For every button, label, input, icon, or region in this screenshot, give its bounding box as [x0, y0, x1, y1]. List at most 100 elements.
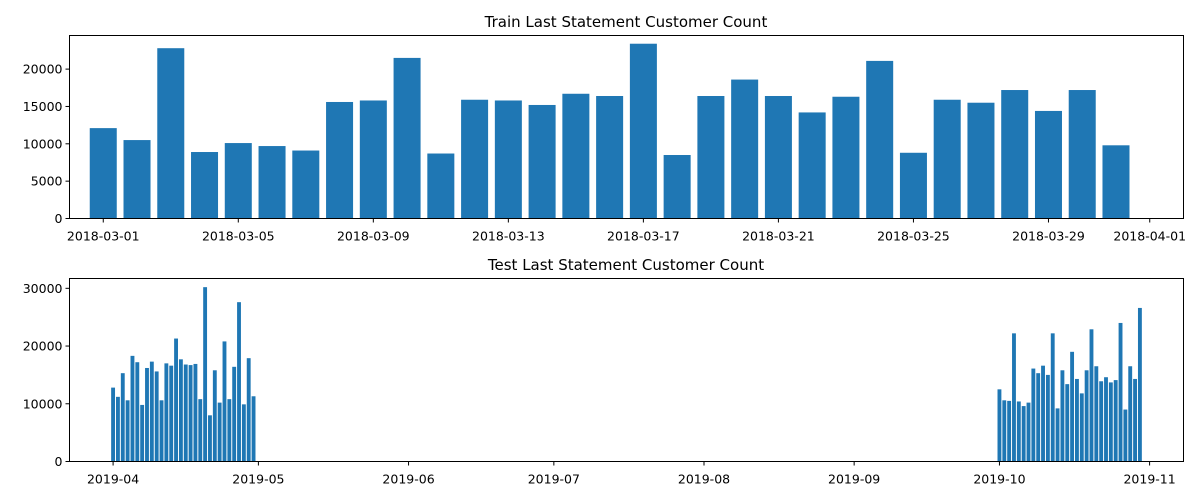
y-tick-label: 0 — [55, 211, 63, 226]
bar — [899, 152, 927, 219]
bar — [125, 400, 130, 462]
y-tick-label: 30000 — [23, 281, 63, 296]
bars — [89, 43, 1130, 219]
bar — [1055, 408, 1060, 462]
x-tick-label: 2019-10 — [973, 472, 1025, 487]
bar — [169, 365, 174, 462]
x-tick-label: 2019-07 — [528, 472, 580, 487]
y-axis-ticks: 0 5000 10000 15000 20000 — [23, 62, 70, 226]
bar — [1012, 333, 1016, 462]
y-tick-label: 5000 — [31, 174, 63, 189]
bar — [461, 99, 489, 219]
bar — [183, 364, 188, 462]
bar — [697, 96, 725, 219]
bar — [292, 150, 320, 219]
bar — [123, 140, 151, 219]
bar — [174, 338, 178, 462]
bar — [1113, 380, 1118, 462]
bar — [237, 302, 241, 462]
bar — [193, 363, 198, 462]
bar — [1133, 378, 1137, 462]
bar — [1075, 378, 1079, 462]
bar — [208, 415, 212, 462]
bar — [1016, 401, 1021, 462]
x-tick-label: 2019-05 — [232, 472, 284, 487]
bar — [89, 128, 117, 219]
x-tick-label: 2018-04-01 — [1113, 229, 1186, 244]
bar — [149, 361, 154, 462]
bar — [1068, 90, 1096, 219]
bar — [159, 400, 164, 462]
bar — [1099, 381, 1104, 462]
bar — [1031, 368, 1036, 462]
x-tick-label: 2018-03-01 — [67, 229, 140, 244]
bar — [140, 404, 145, 462]
bar — [178, 359, 183, 462]
bar — [997, 389, 1002, 462]
bar — [1021, 406, 1026, 462]
x-tick-label: 2018-03-17 — [607, 229, 680, 244]
bar — [1079, 393, 1084, 462]
bar — [393, 57, 421, 219]
x-axis-ticks: 2019-04 2019-05 2019-06 2019-07 2019-08 2019-… — [87, 461, 1176, 487]
bar — [1050, 333, 1055, 462]
y-axis-ticks: 0 10000 20000 30000 — [23, 281, 70, 469]
x-tick-label: 2018-03-13 — [472, 229, 545, 244]
bar — [232, 366, 237, 462]
bar — [258, 146, 286, 219]
bar — [427, 153, 455, 219]
train-chart: Train Last Statement Customer Count 2018… — [23, 13, 1186, 244]
bar — [135, 362, 140, 462]
bar — [494, 100, 522, 219]
bar — [203, 287, 208, 462]
bar — [1137, 307, 1142, 462]
bar — [154, 371, 159, 462]
bar — [241, 404, 246, 462]
bar — [1026, 402, 1031, 462]
bar — [227, 399, 232, 462]
bar — [1084, 370, 1089, 462]
bar — [967, 102, 995, 219]
x-tick-label: 2018-03-21 — [742, 229, 815, 244]
y-tick-label: 15000 — [23, 99, 63, 114]
bar — [1036, 373, 1041, 462]
bar — [562, 93, 590, 219]
bar — [111, 387, 116, 462]
bar — [1001, 90, 1029, 219]
y-tick-label: 10000 — [23, 136, 63, 151]
x-tick-label: 2018-03-25 — [877, 229, 950, 244]
bar — [731, 79, 759, 219]
bar — [217, 402, 222, 462]
bar — [246, 358, 251, 462]
bar — [188, 365, 193, 462]
x-axis-ticks: 2018-03-01 2018-03-05 2018-03-09 2018-03-13… — [67, 218, 1186, 244]
y-tick-label: 10000 — [23, 396, 63, 411]
bar — [663, 155, 691, 219]
x-tick-label: 2019-04 — [87, 472, 139, 487]
bar — [764, 96, 792, 219]
bar — [798, 112, 826, 219]
bar — [1007, 400, 1012, 462]
bar — [222, 341, 227, 462]
x-tick-label: 2018-03-09 — [337, 229, 410, 244]
bar — [866, 60, 894, 219]
test-chart: Test Last Statement Customer Count 2019-… — [23, 256, 1184, 487]
bar — [1104, 377, 1108, 462]
bar — [326, 101, 354, 219]
bar — [251, 396, 256, 462]
x-tick-label: 2018-03-05 — [202, 229, 275, 244]
bar — [191, 152, 219, 219]
bar — [164, 363, 169, 462]
bar — [1034, 110, 1062, 219]
bar — [130, 355, 135, 462]
bar — [1060, 370, 1065, 462]
bar — [596, 96, 624, 219]
y-tick-label: 20000 — [23, 339, 63, 354]
bar — [145, 367, 149, 462]
bar — [1102, 145, 1130, 219]
chart-title: Train Last Statement Customer Count — [484, 13, 768, 31]
plot-frame — [69, 35, 1184, 219]
bar — [1065, 384, 1070, 462]
bar — [629, 43, 657, 219]
bar — [1002, 400, 1007, 462]
